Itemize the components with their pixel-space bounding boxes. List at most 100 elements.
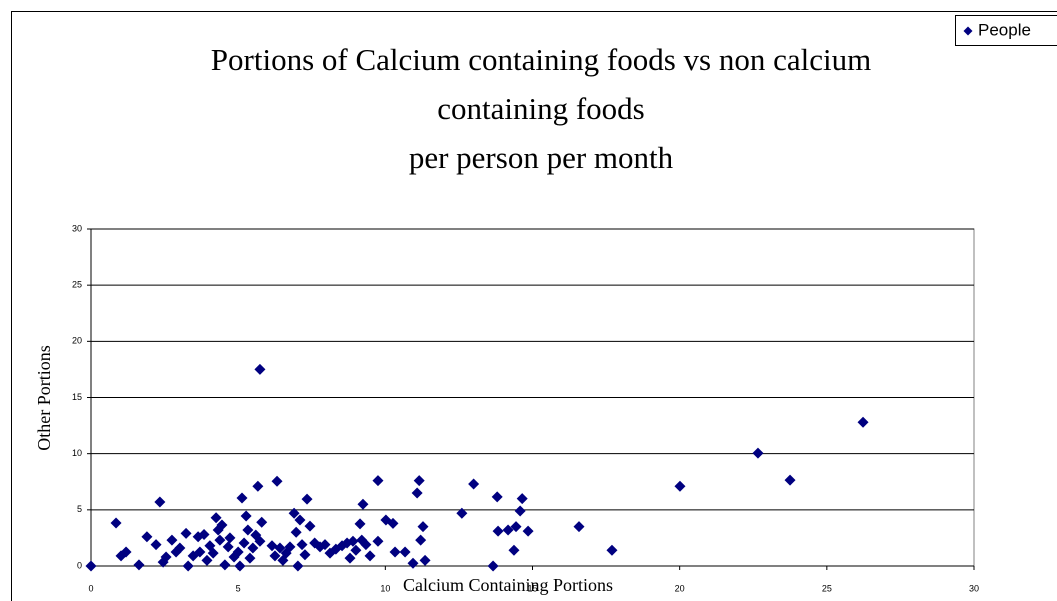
point: [516, 493, 528, 505]
x-tick-label: 15: [527, 583, 537, 593]
point: [141, 531, 153, 543]
point: [271, 475, 283, 487]
y-tick-label: 25: [72, 280, 82, 290]
point: [354, 518, 366, 530]
point: [606, 544, 618, 556]
point: [294, 514, 306, 526]
point: [419, 554, 431, 566]
point: [487, 560, 499, 572]
chart-title: containing foods: [437, 91, 645, 126]
point: [502, 524, 514, 536]
x-tick-label: 25: [822, 583, 832, 593]
point: [266, 540, 278, 552]
point: [296, 539, 308, 551]
point: [491, 491, 503, 503]
point: [240, 510, 252, 522]
point: [415, 534, 427, 546]
y-axis-label: Other Portions: [34, 345, 54, 451]
y-tick-label: 20: [72, 336, 82, 346]
point: [256, 516, 268, 528]
point: [292, 560, 304, 572]
point: [299, 549, 311, 561]
point: [784, 474, 796, 486]
point: [238, 537, 250, 549]
y-tick-label: 15: [72, 392, 82, 402]
point: [573, 521, 585, 533]
point: [198, 529, 210, 541]
x-tick-label: 0: [88, 583, 93, 593]
point: [201, 554, 213, 566]
point: [290, 526, 302, 538]
point: [456, 507, 468, 519]
point: [372, 535, 384, 547]
point: [224, 532, 236, 544]
point: [288, 507, 300, 519]
x-tick-label: 20: [675, 583, 685, 593]
point: [252, 480, 264, 492]
point: [350, 544, 362, 556]
point: [510, 521, 522, 533]
point: [319, 539, 331, 551]
point: [242, 524, 254, 536]
point: [254, 363, 266, 375]
point: [254, 535, 266, 547]
point: [110, 517, 122, 529]
y-tick-label: 10: [72, 448, 82, 458]
point: [360, 539, 372, 551]
point: [232, 546, 244, 558]
point: [174, 542, 186, 554]
point: [160, 551, 172, 563]
point: [674, 480, 686, 492]
point: [857, 416, 869, 428]
point: [247, 542, 259, 554]
y-tick-label: 30: [72, 223, 82, 233]
legend-box: [955, 15, 1057, 46]
point: [154, 496, 166, 508]
point: [399, 546, 411, 558]
point: [372, 475, 384, 487]
x-axis-label: Calcium Containing Portions: [403, 575, 613, 595]
point: [269, 550, 281, 562]
point: [411, 487, 423, 499]
point: [166, 534, 178, 546]
point: [389, 546, 401, 558]
point: [364, 550, 376, 562]
point: [222, 541, 234, 553]
point: [387, 517, 399, 529]
chart-title: Portions of Calcium containing foods vs …: [211, 42, 871, 77]
point: [347, 535, 359, 547]
x-tick-label: 30: [969, 583, 979, 593]
point: [508, 544, 520, 556]
legend-marker: [963, 26, 973, 36]
point: [357, 498, 369, 510]
point: [236, 492, 248, 504]
point: [301, 493, 313, 505]
y-tick-label: 5: [77, 504, 82, 514]
point: [85, 560, 97, 572]
point: [216, 519, 228, 531]
x-tick-label: 10: [380, 583, 390, 593]
point: [413, 475, 425, 487]
point: [514, 505, 526, 517]
y-tick-label: 0: [77, 560, 82, 570]
point: [468, 478, 480, 490]
chart-title: per person per month: [409, 140, 674, 175]
x-tick-label: 5: [236, 583, 241, 593]
point: [133, 559, 145, 571]
point: [234, 560, 246, 572]
point: [417, 521, 429, 533]
point: [219, 559, 231, 571]
point: [274, 542, 286, 554]
point: [180, 527, 192, 539]
point: [284, 541, 296, 553]
point: [492, 525, 504, 537]
legend-label: People: [978, 20, 1031, 39]
point: [150, 539, 162, 551]
point: [207, 547, 219, 559]
point: [522, 525, 534, 537]
point: [304, 520, 316, 532]
point: [214, 534, 226, 546]
point: [120, 546, 132, 558]
point: [752, 447, 764, 459]
